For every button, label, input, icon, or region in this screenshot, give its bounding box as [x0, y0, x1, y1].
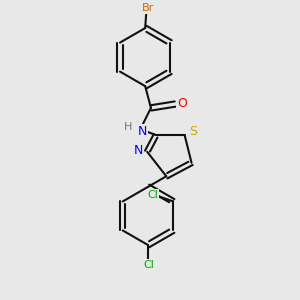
Text: Br: Br	[142, 3, 154, 13]
Text: O: O	[177, 97, 187, 110]
Text: H: H	[124, 122, 133, 132]
Text: N: N	[134, 144, 143, 157]
Text: Cl: Cl	[143, 260, 154, 270]
Text: N: N	[138, 124, 147, 138]
Text: S: S	[189, 125, 197, 138]
Text: Cl: Cl	[147, 190, 158, 200]
